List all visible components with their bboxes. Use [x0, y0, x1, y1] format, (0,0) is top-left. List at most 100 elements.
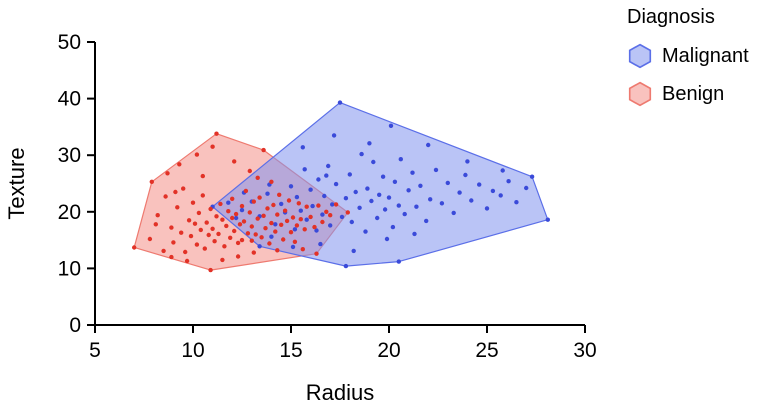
data-point: [284, 218, 290, 224]
data-point: [226, 200, 231, 205]
data-point: [241, 219, 247, 224]
data-point: [265, 206, 270, 211]
data-point: [288, 184, 294, 189]
data-point: [232, 159, 237, 164]
data-point: [304, 217, 309, 222]
data-point: [233, 215, 239, 221]
malignant-points: [210, 100, 550, 269]
data-point: [302, 167, 307, 172]
data-point: [445, 180, 450, 186]
data-point: [380, 174, 386, 179]
data-point: [529, 174, 535, 179]
data-point: [230, 196, 235, 201]
data-point: [247, 168, 252, 174]
data-point: [308, 187, 313, 192]
data-point: [345, 210, 350, 215]
data-point: [328, 223, 333, 228]
data-point: [351, 248, 356, 254]
data-point: [292, 227, 298, 232]
data-point: [524, 185, 529, 191]
data-point: [333, 181, 339, 187]
data-point: [265, 191, 270, 196]
data-point: [300, 145, 305, 150]
legend-item-benign: Benign: [627, 81, 749, 107]
data-point: [237, 222, 243, 227]
data-point: [196, 210, 202, 216]
data-point: [243, 188, 249, 194]
data-point: [281, 237, 286, 242]
benign-points: [132, 131, 350, 273]
data-point: [161, 248, 166, 254]
legend-item-label: Malignant: [662, 44, 749, 67]
data-point: [339, 214, 345, 220]
malignant-hull: [212, 101, 549, 267]
legend-item-malignant: Malignant: [627, 43, 749, 69]
data-point: [412, 231, 417, 237]
data-point: [269, 234, 274, 239]
data-point: [165, 171, 170, 176]
data-point: [418, 183, 423, 188]
data-point: [183, 249, 188, 255]
data-point: [410, 170, 415, 175]
legend-title: Diagnosis: [627, 6, 715, 28]
y-tick-label: 0: [69, 314, 81, 337]
data-point: [484, 206, 490, 211]
data-point: [190, 200, 196, 205]
data-point: [259, 235, 264, 240]
data-point: [282, 208, 288, 213]
data-point: [235, 254, 241, 259]
data-point: [249, 224, 254, 229]
data-point: [500, 168, 505, 173]
data-point: [300, 247, 305, 252]
data-point: [384, 236, 390, 242]
data-point: [424, 218, 429, 224]
data-point: [310, 203, 315, 209]
data-point: [279, 201, 284, 207]
data-point: [233, 211, 239, 217]
data-point: [288, 230, 294, 235]
data-point: [414, 204, 419, 209]
data-point: [218, 201, 223, 207]
data-point: [249, 238, 254, 243]
data-point: [439, 201, 445, 206]
data-point: [330, 202, 335, 207]
data-point: [208, 267, 213, 273]
data-point: [279, 222, 284, 227]
data-point: [390, 224, 396, 230]
data-point: [347, 172, 352, 177]
data-point: [469, 198, 474, 203]
data-point: [359, 151, 364, 157]
data-point: [465, 159, 470, 164]
data-point: [457, 190, 462, 195]
data-point: [316, 177, 321, 182]
data-point: [212, 239, 217, 244]
data-point: [363, 229, 368, 234]
data-point: [296, 201, 301, 206]
legend: Diagnosis Malignant Benign: [627, 6, 749, 107]
data-point: [247, 210, 252, 215]
data-point: [186, 218, 192, 223]
data-point: [545, 217, 550, 222]
data-point: [498, 193, 503, 198]
y-tick-label: 50: [58, 31, 81, 54]
data-point: [271, 202, 276, 208]
data-point: [333, 202, 339, 207]
data-point: [220, 217, 225, 222]
data-point: [396, 203, 401, 208]
data-point: [402, 211, 407, 217]
data-point: [290, 244, 296, 250]
data-point: [331, 133, 337, 138]
data-point: [206, 232, 211, 238]
legend-item-label: Benign: [662, 82, 725, 105]
data-point: [349, 219, 354, 225]
data-point: [208, 206, 213, 212]
data-point: [490, 188, 496, 194]
data-point: [477, 182, 482, 187]
data-point: [314, 228, 319, 233]
data-point: [220, 257, 225, 263]
data-point: [382, 207, 388, 212]
data-point: [192, 221, 198, 226]
data-point: [253, 232, 258, 237]
